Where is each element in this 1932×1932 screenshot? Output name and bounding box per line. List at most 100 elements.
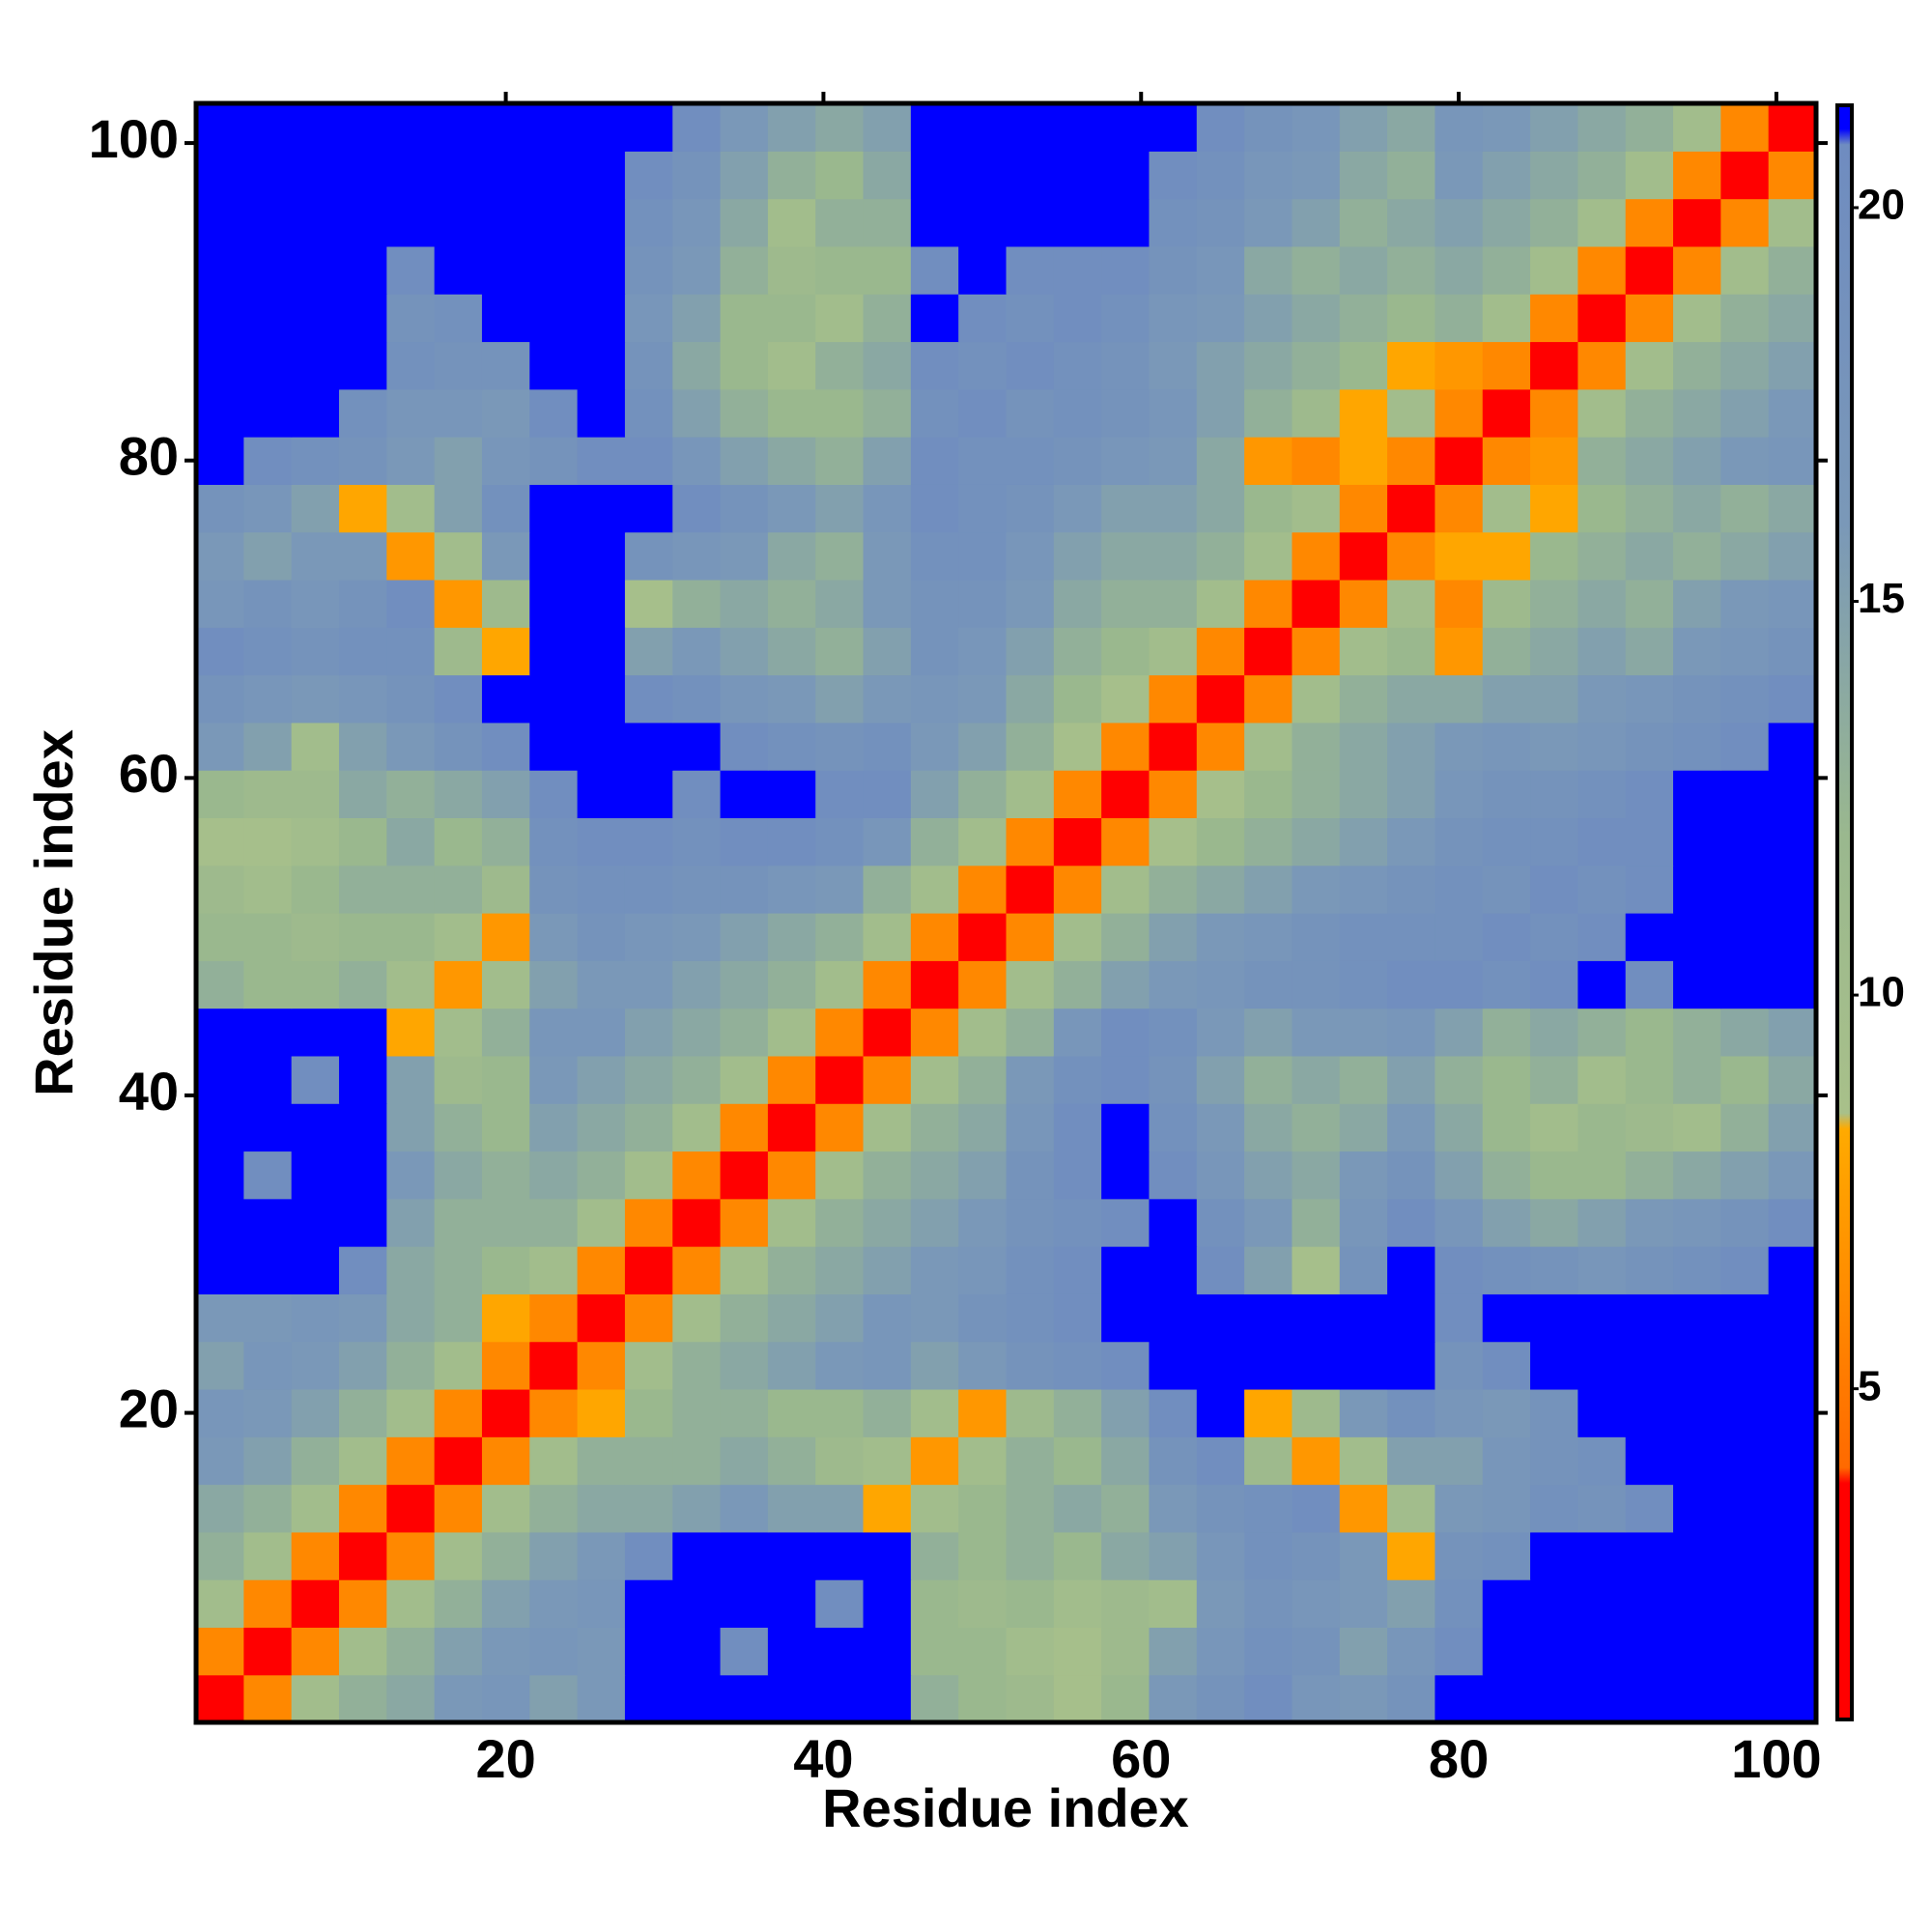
heatmap-cell: [863, 1341, 912, 1390]
heatmap-cell: [1530, 484, 1578, 533]
heatmap-cell: [1577, 151, 1627, 200]
heatmap-cell: [1006, 770, 1055, 819]
heatmap-cell: [1435, 437, 1484, 485]
heatmap-cell: [577, 1008, 626, 1057]
heatmap-cell: [767, 1484, 816, 1533]
heatmap-cell: [672, 103, 722, 152]
heatmap-cell: [1244, 341, 1293, 390]
heatmap-cell: [1244, 1484, 1293, 1533]
heatmap-cell: [577, 103, 626, 152]
heatmap-cell: [910, 1008, 959, 1057]
heatmap-cell: [481, 1103, 530, 1152]
heatmap-cell: [815, 151, 865, 200]
heatmap-cell: [529, 1055, 579, 1104]
heatmap-cell: [1720, 1246, 1770, 1294]
heatmap-cell: [863, 1198, 912, 1247]
heatmap-cell: [196, 770, 244, 819]
heatmap-cell: [910, 531, 959, 581]
heatmap-cell: [529, 1246, 579, 1294]
heatmap-cell: [624, 198, 673, 247]
heatmap-cell: [529, 294, 579, 343]
heatmap-cell: [672, 531, 722, 581]
heatmap-cell: [1006, 341, 1055, 390]
heatmap-cell: [1387, 770, 1436, 819]
heatmap-cell: [1435, 913, 1484, 961]
heatmap-cell: [1720, 770, 1770, 819]
heatmap-cell: [672, 1341, 722, 1390]
heatmap-cell: [1006, 245, 1055, 295]
heatmap-cell: [1244, 770, 1293, 819]
colorbar-tick-label: 20: [1858, 182, 1905, 229]
heatmap-cell: [910, 103, 959, 152]
heatmap-cell: [1339, 294, 1388, 343]
heatmap-cell: [196, 627, 244, 676]
heatmap-cell: [196, 1198, 244, 1247]
heatmap-cell: [1673, 1436, 1721, 1486]
heatmap-cell: [624, 245, 673, 295]
heatmap-cell: [1053, 484, 1102, 533]
heatmap-cell: [1101, 913, 1151, 961]
heatmap-cell: [767, 817, 816, 867]
heatmap-cell: [1625, 341, 1674, 390]
heatmap-cell: [767, 1627, 816, 1676]
heatmap-cell: [1387, 1579, 1436, 1629]
heatmap-cell: [1053, 1484, 1102, 1533]
heatmap-cell: [1577, 1008, 1627, 1057]
heatmap-cell: [1673, 1103, 1721, 1152]
heatmap-cell: [196, 437, 244, 485]
heatmap-cell: [767, 1674, 816, 1723]
heatmap-cell: [1244, 722, 1293, 771]
heatmap-cell: [1673, 294, 1721, 343]
heatmap-cell: [958, 627, 1008, 676]
heatmap-cell: [1435, 1627, 1484, 1676]
heatmap-cell: [958, 1436, 1008, 1486]
heatmap-cell: [1768, 437, 1817, 485]
heatmap-cell: [1577, 674, 1627, 724]
heatmap-cell: [863, 579, 912, 628]
heatmap-cell: [1244, 103, 1293, 152]
heatmap-cell: [1625, 1198, 1674, 1247]
heatmap-cell: [1196, 817, 1245, 867]
heatmap-cell: [338, 1151, 387, 1200]
heatmap-cell: [386, 437, 436, 485]
heatmap-cell: [720, 484, 769, 533]
x-tick-label: 20: [475, 1728, 535, 1789]
heatmap-cell: [196, 198, 244, 247]
heatmap-cell: [1339, 722, 1388, 771]
heatmap-cell: [1244, 151, 1293, 200]
heatmap-cell: [1196, 1055, 1245, 1104]
heatmap-cell: [1768, 388, 1817, 438]
heatmap-cell: [720, 1627, 769, 1676]
heatmap-cell: [1482, 1055, 1531, 1104]
heatmap-cell: [910, 1627, 959, 1676]
heatmap-cell: [958, 817, 1008, 867]
heatmap-cell: [767, 1579, 816, 1629]
heatmap-cell: [958, 913, 1008, 961]
heatmap-cell: [767, 1151, 816, 1200]
heatmap-cell: [910, 437, 959, 485]
heatmap-cell: [577, 960, 626, 1009]
heatmap-cell: [243, 1436, 293, 1486]
heatmap-cell: [910, 1484, 959, 1533]
heatmap-cell: [1244, 245, 1293, 295]
heatmap-cell: [910, 151, 959, 200]
heatmap-cell: [481, 341, 530, 390]
heatmap-cell: [958, 1674, 1008, 1723]
heatmap-cell: [1006, 913, 1055, 961]
heatmap-cell: [1339, 484, 1388, 533]
heatmap-cell: [386, 151, 436, 200]
heatmap-cell: [624, 1293, 673, 1343]
heatmap-cell: [386, 770, 436, 819]
heatmap-cell: [720, 579, 769, 628]
heatmap-cell: [624, 722, 673, 771]
heatmap-cell: [1387, 1388, 1436, 1437]
heatmap-cell: [1577, 865, 1627, 914]
heatmap-cell: [1530, 674, 1578, 724]
heatmap-cell: [1387, 1008, 1436, 1057]
heatmap-cell: [815, 1627, 865, 1676]
heatmap-cell: [1577, 1531, 1627, 1580]
heatmap-cell: [1435, 341, 1484, 390]
heatmap-cell: [1577, 1246, 1627, 1294]
heatmap-cell: [1006, 1388, 1055, 1437]
heatmap-cell: [1292, 960, 1341, 1009]
